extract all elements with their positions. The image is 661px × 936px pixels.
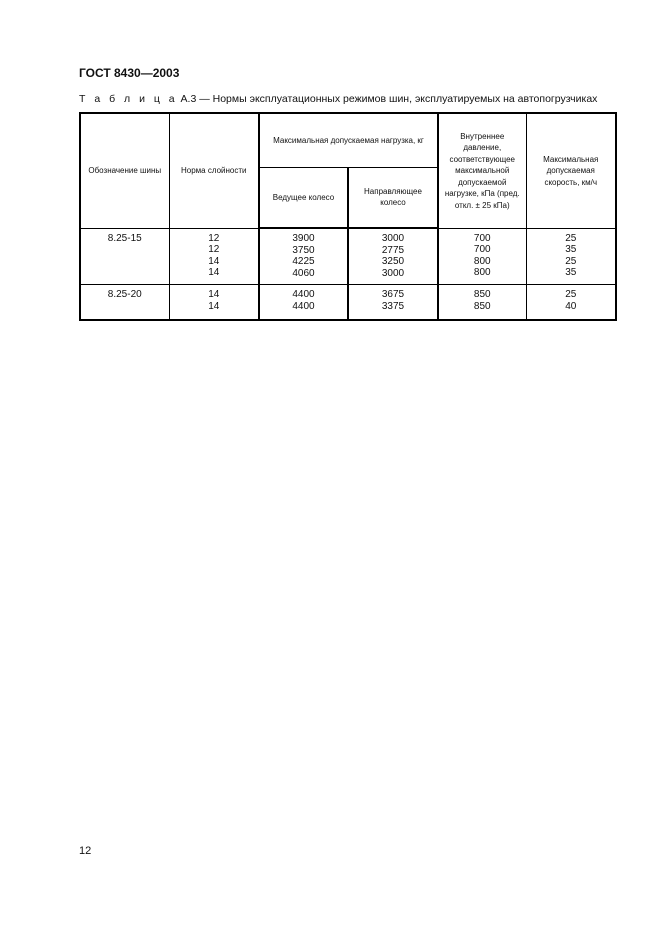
table-row: 8.25-20 14 14 4400 4400 3675 3375 850 85… <box>79 284 617 321</box>
header-max-load: Максимальная допускаемая нагрузка, кг <box>258 112 439 168</box>
header-speed: Максимальная допускаемая скорость, км/ч <box>525 112 617 229</box>
document-title: ГОСТ 8430—2003 <box>79 66 180 80</box>
table-row: 8.25-15 12 12 14 14 3900 3750 4225 4060 … <box>79 227 617 285</box>
header-ply-rating: Норма слойности <box>168 112 260 229</box>
header-guide-wheel: Направляющее колесо <box>347 166 439 229</box>
caption-prefix: Т а б л и ц а <box>79 93 178 105</box>
cell-ply: 12 12 14 14 <box>168 227 260 285</box>
cell-speed: 25 35 25 35 <box>525 227 617 285</box>
cell-designation: 8.25-15 <box>79 227 170 285</box>
cell-pressure: 850 850 <box>437 284 527 321</box>
cell-drive-load: 3900 3750 4225 4060 <box>258 227 349 285</box>
cell-guide-load: 3675 3375 <box>347 284 439 321</box>
header-drive-wheel: Ведущее колесо <box>258 166 349 229</box>
header-designation: Обозначение шины <box>79 112 170 229</box>
cell-ply: 14 14 <box>168 284 260 321</box>
tire-norms-table: Обозначение шины Норма слойности Максима… <box>79 112 617 321</box>
header-pressure: Внутреннее давление, соответствующее мак… <box>437 112 527 229</box>
cell-pressure: 700 700 800 800 <box>437 227 527 285</box>
cell-guide-load: 3000 2775 3250 3000 <box>347 227 439 285</box>
cell-drive-load: 4400 4400 <box>258 284 349 321</box>
table-caption: Т а б л и ц а А.3 — Нормы эксплуатационн… <box>79 93 597 105</box>
cell-designation: 8.25-20 <box>79 284 170 321</box>
caption-text: А.3 — Нормы эксплуатационных режимов шин… <box>177 93 598 105</box>
page-number: 12 <box>79 845 92 857</box>
cell-speed: 25 40 <box>525 284 617 321</box>
